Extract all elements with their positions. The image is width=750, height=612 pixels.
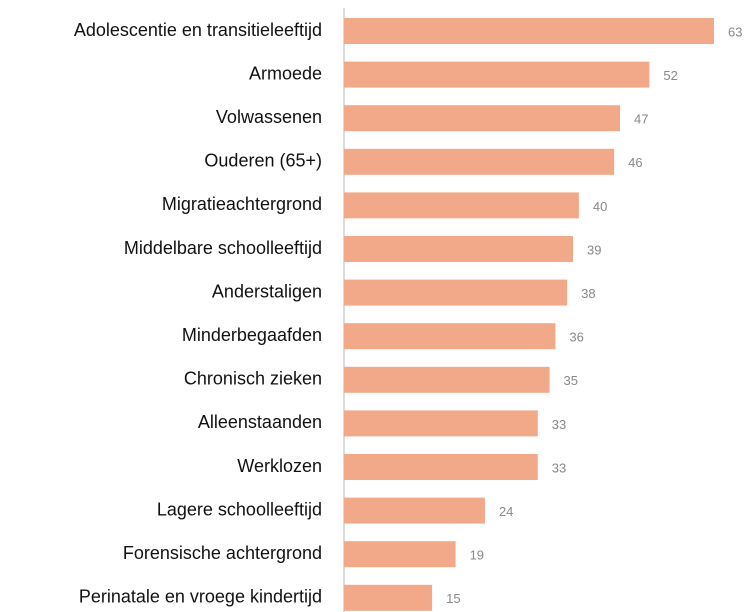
bar — [344, 410, 538, 437]
bar — [344, 18, 714, 44]
bar — [344, 497, 485, 524]
data-label: 19 — [470, 548, 484, 563]
bar — [344, 105, 621, 132]
y-tick-label: Perinatale en vroege kindertijd — [79, 587, 322, 607]
y-tick-label: Adolescentie en transitieleeftijd — [74, 20, 322, 40]
bar — [344, 148, 615, 175]
y-tick-label: Minderbegaafden — [182, 325, 322, 345]
data-label: 24 — [499, 504, 513, 519]
y-tick-label: Middelbare schoolleeftijd — [124, 238, 322, 258]
y-tick-label: Werklozen — [237, 456, 322, 476]
data-label: 46 — [628, 155, 642, 170]
data-label: 52 — [663, 68, 677, 83]
y-tick-label: Forensische achtergrond — [123, 543, 322, 563]
bar — [344, 279, 568, 306]
data-label: 38 — [581, 286, 595, 301]
y-tick-label: Armoede — [249, 63, 322, 83]
bar — [344, 584, 433, 611]
data-label: 15 — [446, 591, 460, 606]
bar — [344, 541, 456, 568]
bar — [344, 366, 550, 393]
bar — [344, 192, 579, 219]
data-label: 33 — [552, 460, 566, 475]
data-label: 40 — [593, 199, 607, 214]
data-label: 47 — [634, 112, 648, 127]
y-tick-label: Lagere schoolleeftijd — [157, 499, 322, 519]
data-label: 63 — [728, 24, 742, 39]
y-tick-label: Ouderen (65+) — [204, 151, 322, 171]
data-label: 35 — [564, 373, 578, 388]
y-tick-label: Alleenstaanden — [198, 412, 322, 432]
data-label: 39 — [587, 242, 601, 257]
y-tick-label: Chronisch zieken — [184, 369, 322, 389]
bar — [344, 323, 556, 350]
y-tick-label: Anderstaligen — [212, 281, 322, 301]
y-tick-label: Volwassenen — [216, 107, 322, 127]
y-tick-label: Migratieachtergrond — [162, 194, 322, 214]
data-label: 33 — [552, 417, 566, 432]
data-label: 36 — [569, 330, 583, 345]
bar — [344, 236, 574, 262]
bar — [344, 61, 650, 88]
bar — [344, 454, 538, 480]
